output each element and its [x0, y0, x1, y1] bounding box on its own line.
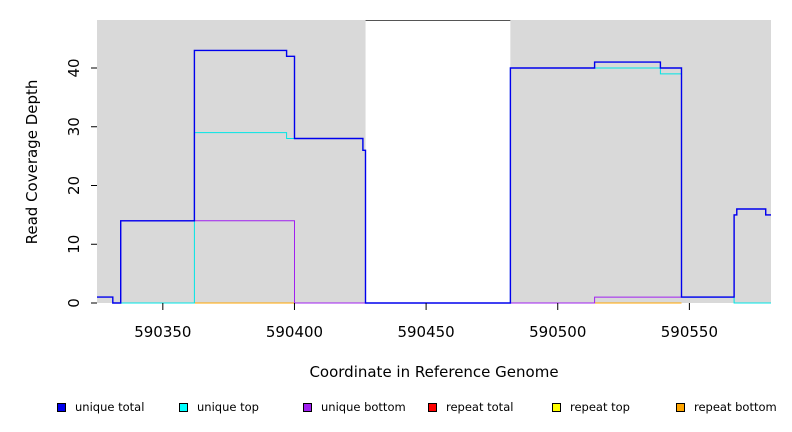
x-tick-label: 590450	[397, 323, 454, 341]
legend-swatch	[676, 402, 685, 412]
x-tick-label: 590550	[661, 323, 718, 341]
y-tick-label: 30	[65, 117, 83, 136]
legend-swatch	[552, 402, 561, 412]
y-axis-title: Read Coverage Depth	[23, 80, 41, 245]
series-line-unique-total	[97, 49, 771, 304]
legend-label: unique top	[197, 400, 259, 414]
x-tick-label: 590350	[134, 323, 191, 341]
x-tick-label: 590400	[266, 323, 323, 341]
legend-item: repeat bottom	[676, 400, 777, 414]
legend-swatch	[303, 402, 312, 412]
legend-swatch	[428, 402, 437, 412]
legend-item: unique bottom	[303, 400, 406, 414]
legend-label: unique total	[75, 400, 145, 414]
y-tick-label: 10	[65, 235, 83, 254]
legend-label: repeat top	[570, 400, 630, 414]
y-tick-label: 20	[65, 176, 83, 195]
x-axis-title: Coordinate in Reference Genome	[309, 363, 558, 381]
legend: unique total unique top unique bottom repea…	[0, 400, 792, 418]
legend-label: repeat total	[446, 400, 514, 414]
legend-swatch	[179, 402, 188, 412]
legend-item: repeat top	[552, 400, 630, 414]
y-tick-label: 0	[65, 298, 83, 308]
series-layer	[97, 49, 771, 304]
legend-swatch	[57, 402, 66, 412]
legend-item: unique top	[179, 400, 259, 414]
x-tick-label: 590500	[529, 323, 586, 341]
legend-item: unique total	[57, 400, 144, 414]
y-tick-label: 40	[65, 58, 83, 77]
legend-label: unique bottom	[321, 400, 406, 414]
plot-background	[97, 20, 771, 303]
axes-layer: 0 10 20 30 40 590350 590400 590450 590500 590550	[65, 58, 718, 341]
unshaded-region	[365, 20, 511, 303]
legend-item: repeat total	[428, 400, 513, 414]
legend-label: repeat bottom	[694, 400, 777, 414]
